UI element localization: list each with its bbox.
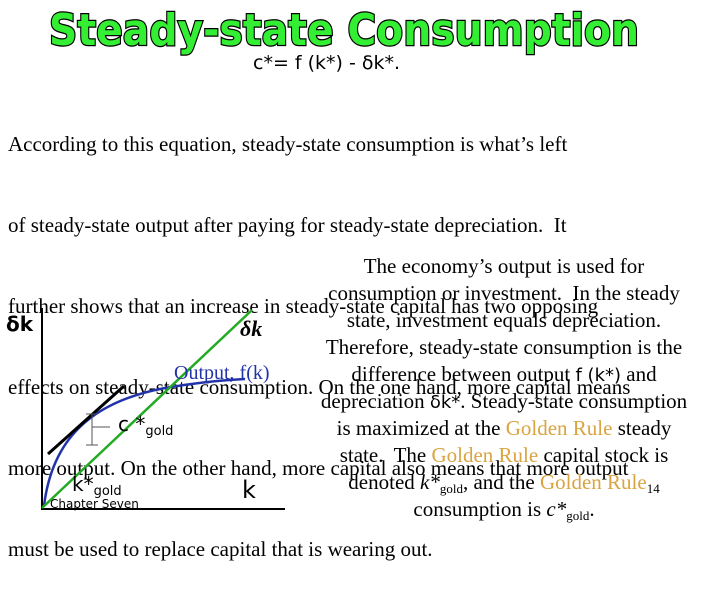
golden-rule-graph [41, 308, 285, 510]
text-run: and [621, 362, 657, 386]
text-run: The economy’s output is used for [363, 254, 645, 278]
text-run: state, investment equals depreciation. [346, 308, 662, 332]
k-star-label: k*gold [72, 472, 122, 499]
chapter-footer: Chapter Seven [50, 497, 139, 511]
text-run: c* [546, 497, 567, 521]
paragraph-line: more output. On the other hand, more cap… [8, 456, 629, 480]
consumption-formula: c*= f (k*) - δk*. [253, 52, 401, 74]
text-run: consumption is [413, 497, 547, 521]
text-run: Therefore, steady-state consumption is t… [325, 335, 683, 359]
text-run: k* [420, 470, 440, 494]
text-run: depreciation [320, 389, 430, 413]
title-text: Steady-state Consumption [49, 5, 639, 56]
text-line: consumption is c*gold. [288, 496, 720, 523]
paragraph-line: According to this equation, steady-state… [8, 132, 568, 156]
tangent-line [46, 384, 126, 456]
text-run: . Steady-state consumption [460, 389, 688, 413]
k-star-sub: gold [93, 484, 122, 499]
text-run: δk* [429, 392, 461, 413]
text-line: Therefore, steady-state consumption is t… [288, 334, 720, 361]
golden-rule-text: Golden Rule [431, 443, 539, 467]
text-run: steady [612, 416, 672, 440]
intro-paragraph: According to this equation, steady-state… [8, 77, 720, 590]
text-line: state, investment equals depreciation. [288, 307, 720, 334]
text-line: state. The Golden Rule capital stock is [288, 442, 720, 469]
paragraph-line: effects on steady-state consumption. On … [8, 375, 631, 399]
text-run: , and the [462, 470, 540, 494]
text-line: denoted k*gold, and the Golden Rule14 [288, 469, 720, 496]
y-axis-label: δk [6, 312, 34, 336]
text-line: depreciation δk*. Steady-state consumpti… [288, 388, 720, 415]
text-run: . [589, 497, 595, 521]
paragraph-line: of steady-state output after paying for … [8, 213, 567, 237]
text-run: gold [439, 481, 463, 496]
golden-rule-text: Golden Rule [539, 470, 647, 494]
text-run: gold [566, 508, 590, 523]
text-run: denoted [348, 470, 421, 494]
depreciation-line [41, 309, 253, 509]
paragraph-line: further shows that an increase in steady… [8, 294, 599, 318]
output-curve [42, 377, 246, 507]
text-line: The economy’s output is used for [288, 253, 720, 280]
paragraph-line: must be used to replace capital that is … [8, 537, 433, 561]
text-run: is maximized at the [336, 416, 506, 440]
x-axis-label: k [242, 476, 256, 504]
output-label: Output, f(k) [174, 362, 270, 384]
text-line: is maximized at the Golden Rule steady [288, 415, 720, 442]
c-star-sub: gold [145, 424, 174, 439]
page-number: 14 [646, 481, 660, 496]
text-line: consumption or investment. In the steady [288, 280, 720, 307]
text-run: state. The [339, 443, 432, 467]
text-line: difference between output f (k*) and [288, 361, 720, 388]
c-star-label: c *gold [118, 412, 173, 439]
slide-title: Steady-state Consumption [0, 0, 720, 56]
text-run: f (k*) [575, 365, 622, 386]
depreciation-label: δk [240, 316, 263, 341]
c-star-text: c * [118, 412, 146, 436]
golden-rule-text: Golden Rule [505, 416, 613, 440]
text-run: consumption or investment. In the steady [328, 281, 680, 305]
k-star-text: k* [72, 472, 94, 496]
explanation-text: The economy’s output is used for consump… [288, 253, 720, 523]
text-run: difference between output [351, 362, 576, 386]
text-run: capital stock is [538, 443, 669, 467]
